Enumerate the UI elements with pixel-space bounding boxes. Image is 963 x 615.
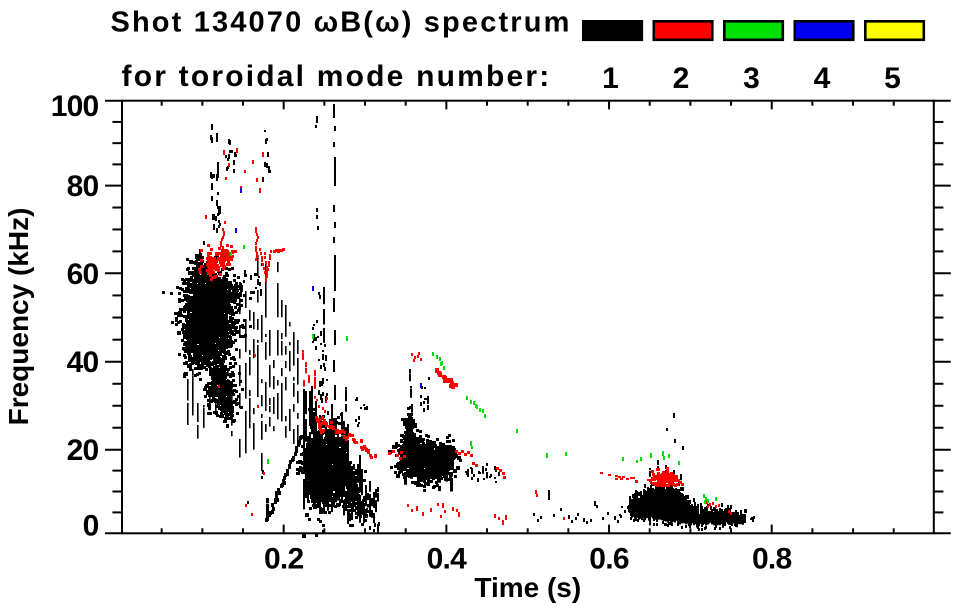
svg-text:for toroidal mode number:: for toroidal mode number:: [122, 60, 552, 93]
svg-text:100: 100: [51, 90, 99, 123]
svg-text:0: 0: [83, 509, 99, 542]
svg-text:2: 2: [673, 62, 690, 95]
svg-text:4: 4: [814, 62, 831, 95]
svg-text:20: 20: [67, 434, 99, 467]
svg-text:0.2: 0.2: [264, 543, 304, 576]
svg-text:40: 40: [67, 346, 99, 379]
svg-text:Shot 134070 ωB(ω) spectrum: Shot 134070 ωB(ω) spectrum: [110, 7, 571, 39]
svg-text:Time (s): Time (s): [474, 572, 581, 603]
svg-text:0.4: 0.4: [427, 543, 468, 576]
svg-text:Frequency (kHz): Frequency (kHz): [3, 208, 34, 426]
svg-text:0.6: 0.6: [589, 543, 629, 576]
svg-text:0.8: 0.8: [752, 543, 792, 576]
svg-text:5: 5: [884, 62, 901, 95]
svg-text:1: 1: [602, 62, 619, 95]
svg-text:80: 80: [67, 170, 99, 203]
svg-text:3: 3: [743, 62, 760, 95]
svg-text:60: 60: [67, 258, 99, 291]
